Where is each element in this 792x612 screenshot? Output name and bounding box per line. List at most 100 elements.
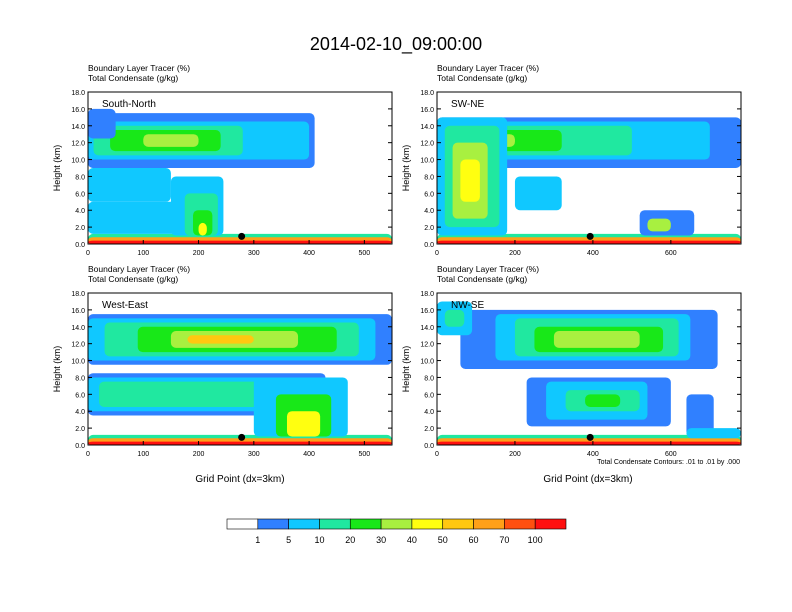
- tracer-shading: [444, 309, 465, 327]
- y-tick-label: 2.0: [75, 426, 85, 433]
- tracer-shading: [553, 331, 640, 348]
- x-tick-label: 400: [587, 250, 599, 257]
- y-tick-label: 14.0: [71, 124, 85, 131]
- tracer-shading: [88, 108, 116, 139]
- panel-subtitle-tracer: Boundary Layer Tracer (%): [437, 264, 539, 274]
- tracer-shading: [88, 441, 392, 445]
- y-tick-label: 12.0: [71, 342, 85, 349]
- tracer-shading: [187, 335, 254, 344]
- colorbar-label: 70: [499, 535, 509, 545]
- y-tick-label: 14.0: [420, 325, 434, 332]
- plot-frame: [87, 91, 393, 245]
- figure-title: 2014-02-10_09:00:00: [310, 34, 482, 55]
- panel-subtitle-tracer: Boundary Layer Tracer (%): [88, 264, 190, 274]
- tracer-shading: [437, 441, 741, 445]
- x-axis-label: Grid Point (dx=3km): [195, 474, 284, 485]
- y-tick-label: 4.0: [75, 409, 85, 416]
- location-marker: [238, 232, 246, 240]
- contour-note: Total Condensate Contours: .01 to .01 by…: [597, 459, 740, 466]
- panel-subtitle-condensate: Total Condensate (g/kg): [437, 274, 527, 284]
- panel-subtitle-tracer: Boundary Layer Tracer (%): [88, 63, 190, 73]
- colorbar-swatch: [473, 518, 505, 530]
- colorbar-swatch: [226, 518, 259, 530]
- tracer-shading: [88, 240, 392, 244]
- colorbar-swatch: [534, 518, 567, 530]
- y-tick-label: 10.0: [71, 359, 85, 366]
- plot-frame: [87, 292, 393, 446]
- tracer-shading: [686, 428, 741, 439]
- x-tick-label: 500: [359, 451, 371, 458]
- colorbar-label: 5: [286, 535, 291, 545]
- colorbar-label: 10: [314, 535, 324, 545]
- y-tick-label: 6.0: [424, 392, 434, 399]
- x-tick-label: 200: [509, 250, 521, 257]
- x-tick-label: 600: [665, 451, 677, 458]
- colorbar-swatch: [411, 518, 444, 530]
- panel-name: NW-SE: [451, 300, 484, 311]
- plot-frame: [436, 292, 742, 446]
- colorbar-swatch: [257, 518, 289, 530]
- colorbar-swatch: [349, 518, 382, 530]
- y-tick-label: 8.0: [75, 375, 85, 382]
- colorbar-label: 50: [438, 535, 448, 545]
- y-tick-label: 2.0: [424, 225, 434, 232]
- y-tick-label: 10.0: [420, 158, 434, 165]
- y-tick-label: 6.0: [424, 191, 434, 198]
- x-tick-label: 600: [665, 250, 677, 257]
- y-tick-label: 14.0: [71, 325, 85, 332]
- y-tick-label: 18.0: [71, 291, 85, 298]
- y-tick-label: 4.0: [75, 208, 85, 215]
- x-tick-label: 100: [137, 451, 149, 458]
- tracer-shading: [686, 394, 714, 437]
- colorbar-swatch: [442, 518, 474, 530]
- y-axis-label: Height (km): [401, 145, 411, 192]
- y-tick-label: 16.0: [420, 107, 434, 114]
- x-tick-label: 0: [435, 451, 439, 458]
- y-tick-label: 18.0: [420, 291, 434, 298]
- location-marker: [586, 433, 594, 441]
- panels: Boundary Layer Tracer (%)Total Condensat…: [52, 63, 742, 458]
- x-tick-label: 400: [587, 451, 599, 458]
- panel-name: South-North: [102, 99, 156, 110]
- tracer-shading: [198, 222, 207, 236]
- y-tick-label: 0.0: [424, 443, 434, 450]
- y-axis-label: Height (km): [52, 346, 62, 393]
- tracer-shading: [88, 168, 171, 202]
- x-tick-label: 200: [193, 250, 205, 257]
- y-tick-label: 10.0: [420, 359, 434, 366]
- x-tick-label: 300: [248, 451, 260, 458]
- colorbar-swatch: [288, 518, 320, 530]
- y-tick-label: 6.0: [75, 392, 85, 399]
- y-tick-label: 12.0: [420, 342, 434, 349]
- panel-south-north: Boundary Layer Tracer (%)Total Condensat…: [52, 63, 393, 257]
- y-tick-label: 8.0: [424, 375, 434, 382]
- tracer-shading: [437, 240, 741, 244]
- y-tick-label: 0.0: [424, 242, 434, 249]
- y-tick-label: 16.0: [71, 308, 85, 315]
- y-tick-label: 2.0: [75, 225, 85, 232]
- x-tick-label: 400: [303, 250, 315, 257]
- y-tick-label: 8.0: [75, 174, 85, 181]
- y-tick-label: 2.0: [424, 426, 434, 433]
- tracer-shading: [286, 411, 321, 437]
- x-tick-label: 0: [86, 250, 90, 257]
- panel-name: SW-NE: [451, 99, 484, 110]
- colorbar-label: 20: [345, 535, 355, 545]
- x-tick-label: 400: [303, 451, 315, 458]
- location-marker: [238, 433, 246, 441]
- y-tick-label: 16.0: [71, 107, 85, 114]
- panel-west-east: Boundary Layer Tracer (%)Total Condensat…: [52, 264, 393, 458]
- location-marker: [586, 232, 594, 240]
- y-tick-label: 8.0: [424, 174, 434, 181]
- panel-name: West-East: [102, 300, 148, 311]
- colorbar: 1 5 10 20 30 40 50 60 70 100: [226, 518, 567, 545]
- x-tick-label: 200: [193, 451, 205, 458]
- x-tick-label: 100: [137, 250, 149, 257]
- panel-nw-se: Boundary Layer Tracer (%)Total Condensat…: [401, 264, 742, 458]
- x-tick-label: 0: [86, 451, 90, 458]
- y-tick-label: 4.0: [424, 208, 434, 215]
- y-tick-label: 12.0: [420, 141, 434, 148]
- y-axis-label: Height (km): [401, 346, 411, 393]
- x-tick-label: 200: [509, 451, 521, 458]
- panel-subtitle-condensate: Total Condensate (g/kg): [88, 274, 178, 284]
